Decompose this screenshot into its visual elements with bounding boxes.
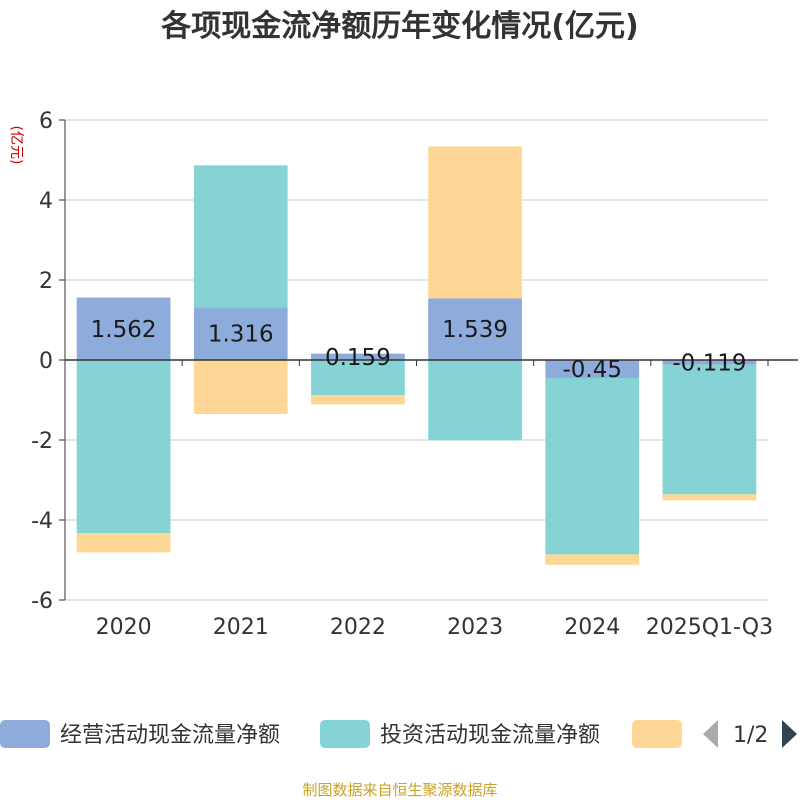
bar-series2-2025Q1-Q3 (662, 494, 757, 501)
bar-series0-2023 (428, 298, 522, 360)
x-tick-label: 2022 (330, 615, 386, 640)
y-tick-label: -6 (31, 589, 53, 614)
legend-swatch-operating[interactable] (0, 720, 50, 748)
chart-title: 各项现金流净额历年变化情况(亿元) (160, 9, 638, 44)
y-tick-label: 2 (39, 269, 53, 294)
bar-series1-2024 (545, 378, 640, 555)
bar-series2-2023 (428, 146, 522, 299)
x-tick-label: 2021 (213, 615, 269, 640)
legend-swatch-financing[interactable] (632, 720, 682, 748)
bar-series2-2022 (311, 395, 405, 405)
bar-series1-2020 (76, 360, 171, 534)
bar-series1-2025Q1-Q3 (662, 364, 757, 495)
bar-series2-2020 (76, 533, 171, 553)
bar-series1-2023 (428, 360, 522, 441)
x-tick-label: 2024 (564, 615, 620, 640)
bar-series2-2024 (545, 554, 640, 565)
x-tick-label: 2023 (447, 615, 503, 640)
legend: 经营活动现金流量净额 投资活动现金流量净额 1/2 (0, 720, 797, 748)
legend-prev-page-icon[interactable] (703, 720, 718, 748)
legend-next-page-icon[interactable] (782, 720, 797, 748)
x-tick-labels: 2020 2021 2022 2023 2024 2025Q1-Q3 (96, 615, 774, 640)
x-tick-label: 2025Q1-Q3 (646, 615, 773, 640)
bars (76, 146, 757, 565)
data-labels: 1.562 1.316 0.159 1.539 -0.45 -0.119 (91, 317, 747, 383)
legend-page-indicator: 1/2 (733, 723, 768, 748)
y-tick-label: -2 (31, 429, 53, 454)
bar-series2-2021 (193, 360, 288, 414)
data-label: 0.159 (325, 345, 391, 371)
data-label: -0.119 (672, 350, 746, 376)
bar-series0-2021 (193, 307, 288, 360)
y-tick-label: 0 (39, 349, 53, 374)
bar-series0-2024 (545, 360, 640, 378)
y-tick-label: 4 (39, 189, 53, 214)
bar-series0-2022 (311, 353, 405, 360)
data-label: 1.539 (442, 317, 508, 343)
x-tick-label: 2020 (96, 615, 152, 640)
y-tick-labels: 6 4 2 0 -2 -4 -6 (31, 109, 53, 614)
bar-series1-2022 (311, 360, 405, 396)
bar-series0-2020 (76, 297, 171, 360)
axes (64, 120, 798, 600)
data-label: 1.316 (208, 322, 274, 348)
bar-series0-2025Q1-Q3 (662, 360, 757, 365)
data-label: 1.562 (91, 317, 157, 343)
legend-swatch-investing[interactable] (320, 720, 370, 748)
y-tick-label: 6 (39, 109, 53, 134)
bar-series1-2021 (193, 165, 288, 308)
legend-label-operating[interactable]: 经营活动现金流量净额 (60, 723, 280, 748)
y-axis-label: (亿元) (8, 126, 24, 165)
source-note: 制图数据来自恒生聚源数据库 (302, 781, 497, 799)
data-label: -0.45 (562, 357, 622, 383)
legend-label-investing[interactable]: 投资活动现金流量净额 (380, 723, 600, 748)
y-tick-label: -4 (31, 509, 53, 534)
